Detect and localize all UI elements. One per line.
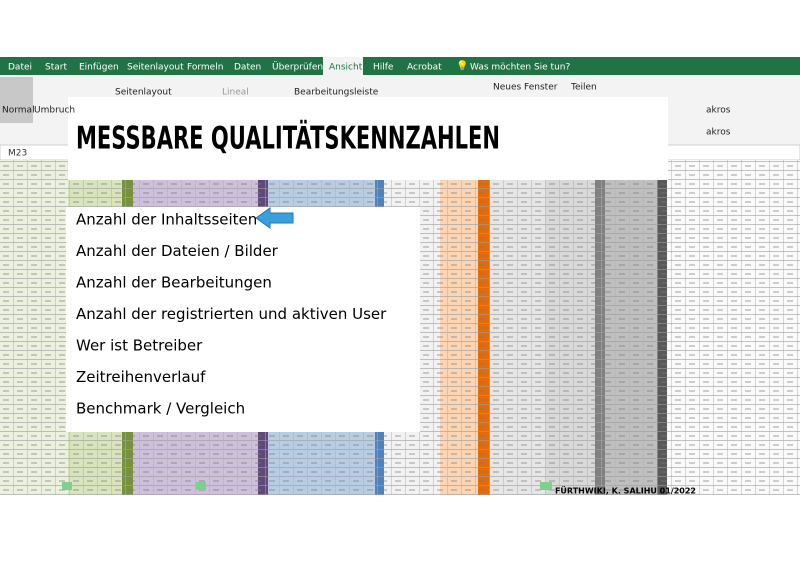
ribbon-tab[interactable]: Ansicht — [329, 63, 363, 73]
search-box: Was möchten Sie tun? — [470, 63, 570, 73]
list-item: Anzahl der registrierten und aktiven Use… — [76, 305, 387, 323]
ribbon-tab[interactable]: Einfügen — [79, 63, 119, 73]
ribbon-button[interactable]: Teilen — [570, 83, 597, 93]
ribbon-button[interactable]: Normal — [2, 106, 35, 116]
ribbon-button[interactable]: akros — [706, 128, 731, 138]
list-item: Anzahl der Bearbeitungen — [76, 274, 272, 292]
ribbon-button[interactable]: Seitenlayout — [115, 88, 172, 98]
ribbon-tab[interactable]: Überprüfen — [272, 62, 323, 73]
ribbon-tab[interactable]: Daten — [234, 63, 261, 73]
ribbon-button[interactable]: Umbruch — [34, 106, 75, 116]
ribbon-tab[interactable]: Seitenlayout — [127, 63, 184, 73]
list-item: Zeitreihenverlauf — [76, 368, 206, 386]
name-box — [4, 146, 64, 159]
normal-button-bg — [0, 77, 33, 123]
search-icon: 💡 — [456, 59, 468, 72]
list-item: Anzahl der Dateien / Bilder — [76, 242, 279, 260]
cell-mark — [196, 482, 206, 490]
list-box — [66, 207, 420, 432]
list-item: Anzahl der Inhaltsseiten — [76, 211, 257, 229]
active-tab — [323, 57, 363, 75]
footer: FÜRTHWIKI, K. SALIHU 01/2022 — [555, 486, 696, 496]
ribbon-tab[interactable]: Formeln — [187, 63, 223, 73]
title-box — [68, 97, 668, 180]
cell-mark — [540, 482, 552, 490]
ribbon-button[interactable]: Bearbeitungsleiste — [294, 88, 379, 98]
ribbon-tab[interactable]: Hilfe — [373, 63, 394, 73]
ribbon-tab[interactable]: Acrobat — [407, 63, 442, 73]
name-box-text: M23 — [8, 149, 27, 159]
ribbon-button[interactable]: Neues Fenster — [493, 83, 558, 93]
tab-bar — [0, 57, 800, 75]
ribbon-button[interactable]: Lineal — [222, 88, 249, 98]
slide-title: MESSBARE QUALITÄTSKENNZAHLEN — [76, 121, 500, 157]
list-item: Benchmark / Vergleich — [76, 400, 245, 418]
ribbon-tab[interactable]: Datei — [8, 63, 32, 73]
ribbon-button[interactable]: akros — [706, 106, 731, 116]
ribbon-tab[interactable]: Start — [45, 63, 67, 73]
list-item: Wer ist Betreiber — [76, 337, 203, 355]
cell-mark — [62, 482, 72, 490]
arrow-icon — [255, 207, 294, 229]
